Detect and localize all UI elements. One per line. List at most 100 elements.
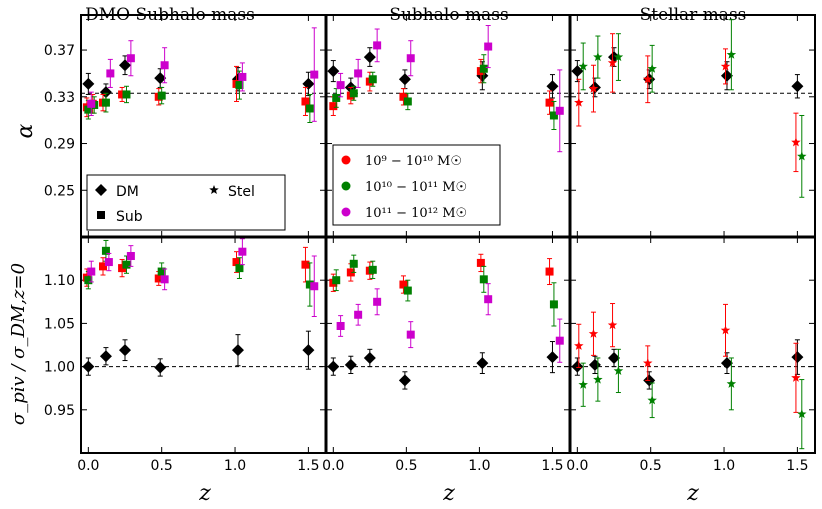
series-dm	[571, 47, 804, 99]
mass-legend-box	[332, 144, 501, 226]
data-point	[235, 264, 244, 273]
data-point	[373, 41, 382, 50]
data-point	[84, 276, 93, 285]
data-point	[726, 49, 737, 59]
data-point	[549, 300, 558, 309]
data-point	[368, 75, 377, 84]
data-point	[613, 365, 624, 375]
data-point	[82, 360, 95, 373]
data-point	[238, 72, 247, 81]
legend-diamond-shape	[95, 184, 107, 196]
series-stel-10-9-10-10	[574, 33, 801, 173]
data-point	[305, 104, 314, 113]
y-label-sigma: σ_piv / σ_DM,z=0	[8, 263, 29, 425]
panel-r0-c2	[570, 15, 815, 237]
x-label-stellar: z	[686, 481, 699, 506]
y-tick-label: 1.00	[44, 360, 75, 376]
legend-label-mass-11-12: 10¹¹ − 10¹² M☉	[365, 206, 467, 221]
data-point	[346, 268, 355, 277]
x-tick-label: 1.5	[786, 458, 808, 474]
panel-r0-c1	[326, 15, 570, 237]
data-point	[791, 351, 804, 364]
y-tick-label: 0.25	[44, 183, 75, 199]
data-point	[354, 310, 363, 319]
panel-frame	[325, 236, 571, 454]
data-point	[607, 57, 618, 67]
series-sub-10-10-10-11	[332, 254, 558, 327]
series-sub-10-11-10-12	[336, 25, 564, 153]
data-point	[305, 280, 314, 289]
series-dm	[571, 339, 804, 390]
data-point	[398, 73, 411, 86]
data-point	[87, 267, 96, 276]
data-point	[154, 361, 167, 374]
x-tick-label: 1.5	[297, 458, 319, 474]
data-point	[332, 276, 341, 285]
data-point	[154, 72, 167, 85]
data-point	[231, 344, 244, 357]
data-point	[593, 374, 603, 384]
data-point	[104, 258, 113, 267]
data-point	[154, 274, 163, 283]
data-point	[87, 99, 96, 108]
legend-square-marker	[97, 211, 105, 219]
data-point	[349, 89, 358, 98]
data-point	[302, 344, 315, 357]
frames-layer	[80, 14, 816, 454]
y-tick-label: 0.33	[44, 90, 75, 106]
data-point	[398, 374, 411, 387]
data-point	[399, 92, 408, 101]
panel-r0-c0: 0.25 0.29 0.33 0.37	[44, 15, 326, 237]
data-point	[720, 69, 733, 82]
data-point	[157, 267, 166, 276]
legend-star-shape	[209, 185, 219, 195]
series-sub-10-9-10-10	[329, 58, 554, 116]
data-point	[354, 69, 363, 78]
y-tick-label: 1.10	[44, 273, 75, 289]
data-point	[403, 97, 412, 106]
data-point	[555, 336, 564, 345]
data-point	[545, 98, 554, 107]
data-point	[476, 258, 485, 267]
legend-label-sub: Sub	[116, 209, 143, 225]
series-stel-10-10-10-11	[578, 19, 807, 198]
data-point	[101, 246, 110, 255]
data-point	[726, 378, 737, 388]
data-point	[647, 63, 657, 73]
data-point	[797, 151, 807, 161]
data-point	[574, 97, 584, 107]
data-point	[797, 409, 807, 419]
data-point	[235, 81, 244, 90]
data-point	[327, 360, 340, 373]
data-point	[118, 264, 127, 273]
data-point	[122, 90, 131, 99]
x-tick-label: 0.0	[322, 458, 344, 474]
data-point	[578, 379, 588, 389]
series-sub-10-10-10-11	[332, 54, 558, 131]
data-point	[399, 280, 408, 289]
panel-frame	[569, 236, 816, 454]
legend-diamond-marker	[95, 184, 107, 196]
series-dm	[82, 55, 315, 101]
legend-dot-red	[341, 155, 351, 165]
series-stel-10-10-10-11	[578, 348, 807, 450]
data-point	[406, 54, 415, 63]
x-tick-label: 1.5	[541, 458, 563, 474]
data-point	[588, 328, 599, 338]
data-point	[368, 265, 377, 274]
data-point	[122, 260, 131, 269]
series-dm	[327, 47, 559, 99]
legend-label-dm: DM	[116, 184, 139, 200]
data-point	[571, 65, 584, 78]
data-point	[720, 357, 733, 370]
data-point	[607, 320, 618, 330]
data-point	[574, 340, 584, 350]
x-tick-label: 1.0	[713, 458, 735, 474]
series-dm	[82, 330, 315, 377]
legend-label-mass-9-10: 10⁹ − 10¹⁰ M☉	[365, 154, 462, 169]
legend-dot-magenta	[341, 207, 351, 217]
y-tick-label: 0.95	[44, 403, 75, 419]
legend-label-stel: Stel	[228, 184, 255, 200]
data-point	[332, 93, 341, 102]
